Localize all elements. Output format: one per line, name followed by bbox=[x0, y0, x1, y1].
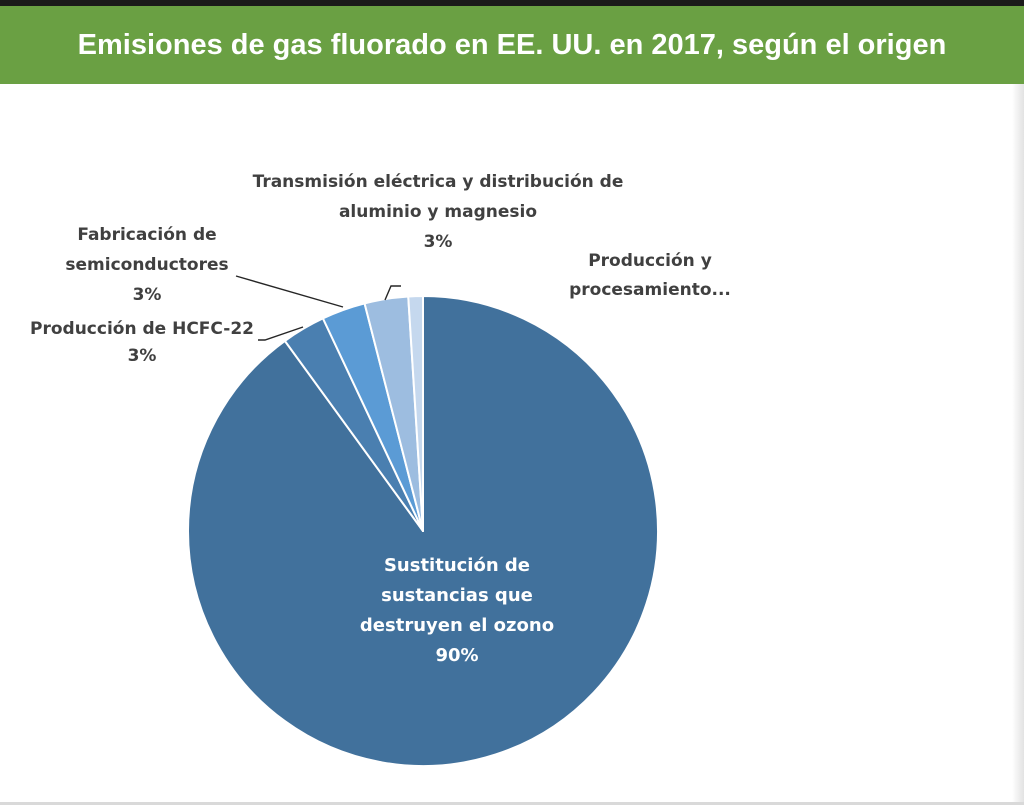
pie-slices bbox=[187, 294, 659, 767]
pie-slice-5 bbox=[407, 294, 424, 532]
slice-label-5: Producción y procesamiento... bbox=[569, 251, 731, 300]
slice-labels: Sustitución de sustancias que destruyen el… bbox=[30, 172, 731, 666]
leader-lines bbox=[235, 275, 401, 341]
slice-label-1: Sustitución de sustancias que destruyen el… bbox=[360, 555, 554, 666]
leader-line-2 bbox=[258, 326, 304, 341]
leader-line-3 bbox=[235, 275, 344, 308]
title-bar: Emisiones de gas fluorado en EE. UU. en … bbox=[0, 6, 1024, 84]
bottom-divider bbox=[0, 802, 1024, 805]
slice-label-3: Fabricación de semiconductores 3% bbox=[65, 225, 228, 305]
top-border bbox=[0, 0, 1024, 6]
slice-label-4: Transmisión eléctrica y distribución de a… bbox=[253, 172, 624, 252]
right-edge-shadow bbox=[1012, 84, 1024, 805]
leader-line-4 bbox=[384, 285, 401, 301]
chart-title: Emisiones de gas fluorado en EE. UU. en … bbox=[77, 28, 947, 61]
slice-label-2: Producción de HCFC-22 3% bbox=[30, 319, 254, 366]
